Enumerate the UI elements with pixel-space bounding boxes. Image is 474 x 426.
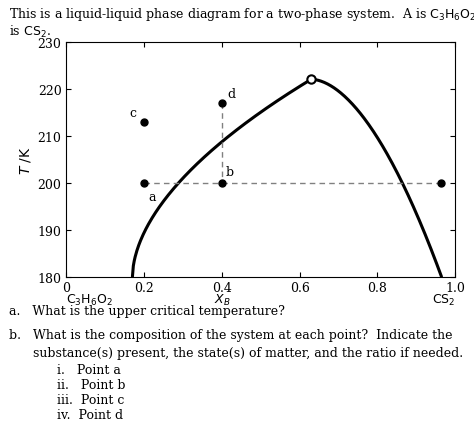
Text: $\mathrm{C_3H_6O_2}$: $\mathrm{C_3H_6O_2}$ <box>66 292 113 307</box>
Text: i.   Point a: i. Point a <box>57 363 121 376</box>
Text: ii.   Point b: ii. Point b <box>57 378 126 391</box>
Text: iv.  Point d: iv. Point d <box>57 408 123 420</box>
Text: a.   What is the upper critical temperature?: a. What is the upper critical temperatur… <box>9 305 285 317</box>
Text: $\mathrm{CS_2}$: $\mathrm{CS_2}$ <box>432 292 455 307</box>
Text: substance(s) present, the state(s) of matter, and the ratio if needed.: substance(s) present, the state(s) of ma… <box>33 346 463 359</box>
Text: c: c <box>129 107 137 120</box>
Text: This is a liquid-liquid phase diagram for a two-phase system.  A is $\mathrm{C_3: This is a liquid-liquid phase diagram fo… <box>9 6 474 23</box>
Text: a: a <box>148 190 155 203</box>
Y-axis label: $T$ /K: $T$ /K <box>18 145 33 174</box>
Text: iii.  Point c: iii. Point c <box>57 393 124 406</box>
Text: d: d <box>228 88 236 101</box>
Text: is $\mathrm{CS_2}$.: is $\mathrm{CS_2}$. <box>9 23 51 40</box>
Text: $X_B$: $X_B$ <box>214 292 230 307</box>
Text: b.   What is the composition of the system at each point?  Indicate the: b. What is the composition of the system… <box>9 328 453 341</box>
Text: b: b <box>226 166 234 178</box>
